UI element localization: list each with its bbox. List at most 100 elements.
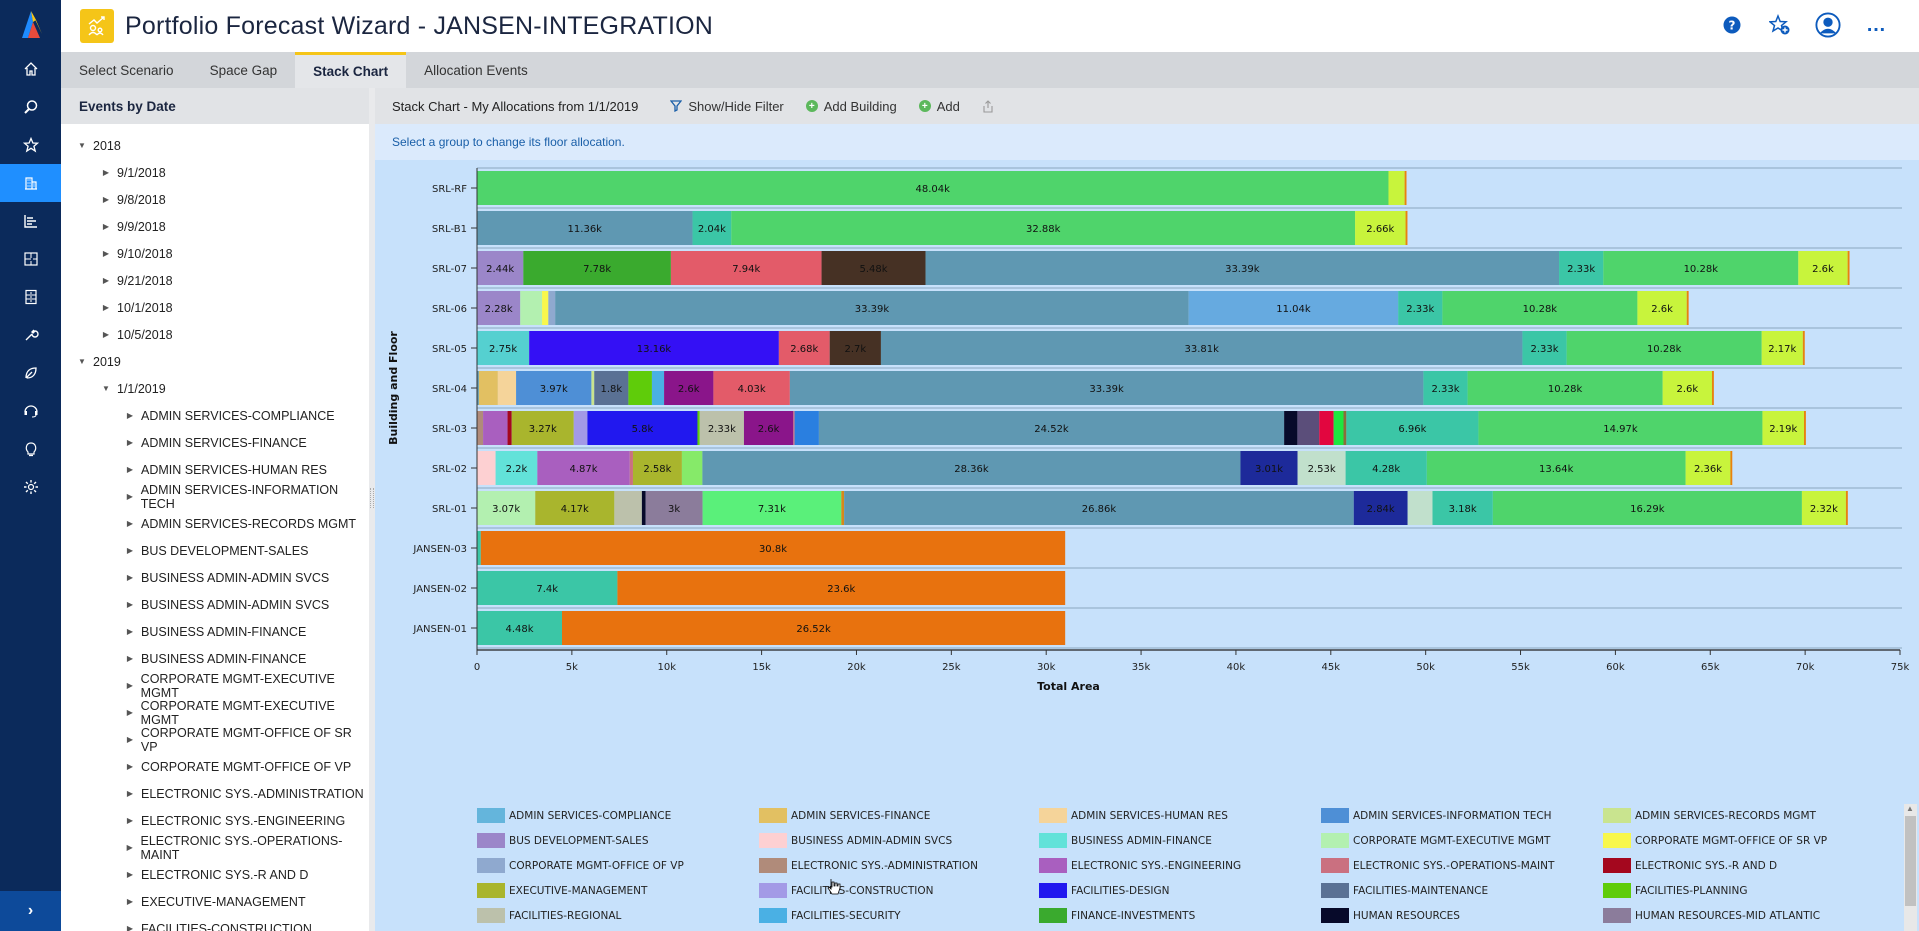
tree-node[interactable]: ▼ 2018 [61,132,369,159]
bar-segment[interactable] [477,611,563,645]
bar-segment[interactable] [713,371,790,405]
bar-segment[interactable] [629,451,633,485]
bar-segment[interactable] [641,491,646,525]
show-hide-filter-button[interactable]: Show/Hide Filter [670,99,784,114]
add-favorite-button[interactable] [1767,12,1793,38]
bar-segment[interactable] [844,491,1354,525]
bar-segment[interactable] [587,411,698,445]
caret-right-icon[interactable]: ▶ [102,222,110,231]
bar-segment[interactable] [651,371,665,405]
bar-segment[interactable] [477,251,524,285]
add-button[interactable]: + Add [918,99,960,114]
tree-node[interactable]: ▶ 9/1/2018 [61,159,369,186]
caret-right-icon[interactable]: ▶ [102,195,110,204]
tree-node[interactable]: ▶ ADMIN SERVICES-HUMAN RES [61,456,369,483]
nav-item-lightbulb[interactable] [0,430,61,468]
help-button[interactable]: ? [1719,12,1745,38]
bar-segment[interactable] [1492,491,1802,525]
bar-segment[interactable] [664,371,714,405]
bar-segment[interactable] [555,291,1189,325]
legend-item[interactable]: FINANCE-INVESTMENTS [1039,908,1195,923]
bar-segment[interactable] [477,291,521,325]
caret-right-icon[interactable]: ▶ [126,573,134,582]
bar-segment[interactable] [520,291,543,325]
bar-segment[interactable] [1467,371,1663,405]
nav-item-search[interactable] [0,88,61,126]
bar-segment[interactable] [731,211,1356,245]
bar-segment[interactable] [542,291,549,325]
bar-segment[interactable] [1353,491,1408,525]
legend-item[interactable]: EXECUTIVE-MANAGEMENT [477,883,647,898]
bar-segment[interactable] [1801,491,1846,525]
tree-node[interactable]: ▶ ELECTRONIC SYS.-R AND D [61,861,369,888]
nav-item-cabinet[interactable] [0,278,61,316]
legend-item[interactable]: FACILITIES-REGIONAL [477,908,621,923]
tree-node[interactable]: ▶ BUSINESS ADMIN-FINANCE [61,645,369,672]
caret-right-icon[interactable]: ▶ [126,924,134,931]
bar-segment[interactable] [1478,411,1763,445]
legend-item[interactable]: BUSINESS ADMIN-ADMIN SVCS [759,833,952,848]
legend-item[interactable]: BUS DEVELOPMENT-SALES [477,833,648,848]
scroll-up-icon[interactable]: ▲ [1906,804,1914,813]
legend-item[interactable]: ADMIN SERVICES-RECORDS MGMT [1603,808,1816,823]
bar-segment[interactable] [516,371,592,405]
bar-segment[interactable] [818,411,1285,445]
bar-segment[interactable] [632,451,682,485]
nav-item-bar-chart[interactable] [0,202,61,240]
tree-node[interactable]: ▶ ELECTRONIC SYS.-ENGINEERING [61,807,369,834]
tree-node[interactable]: ▶ 9/8/2018 [61,186,369,213]
bar-segment[interactable] [1405,211,1408,245]
bar-segment[interactable] [617,571,1066,605]
tree-node[interactable]: ▶ 9/9/2018 [61,213,369,240]
legend-item[interactable]: ADMIN SERVICES-HUMAN RES [1039,808,1228,823]
bar-segment[interactable] [1559,251,1604,285]
caret-right-icon[interactable]: ▶ [126,897,134,906]
add-building-button[interactable]: + Add Building [805,99,897,114]
bar-segment[interactable] [743,411,794,445]
caret-right-icon[interactable]: ▶ [126,708,133,717]
caret-down-icon[interactable]: ▼ [102,384,110,393]
bar-segment[interactable] [477,371,479,405]
tab-allocation-events[interactable]: Allocation Events [424,62,528,78]
caret-right-icon[interactable]: ▶ [102,330,110,339]
caret-right-icon[interactable]: ▶ [126,600,134,609]
tree-node[interactable]: ▶ ADMIN SERVICES-INFORMATION TECH [61,483,369,511]
bar-segment[interactable] [1711,371,1714,405]
bar-segment[interactable] [1355,211,1406,245]
tab-stack-chart[interactable]: Stack Chart [295,52,407,88]
bar-segment[interactable] [1423,371,1468,405]
legend-item[interactable]: FACILITIES-DESIGN [1039,883,1170,898]
tree-node[interactable]: ▶ 10/1/2018 [61,294,369,321]
bar-segment[interactable] [1432,491,1493,525]
bar-segment[interactable] [702,451,1241,485]
legend-item[interactable]: CORPORATE MGMT-OFFICE OF SR VP [1603,833,1827,848]
bar-segment[interactable] [1284,411,1298,445]
bar-segment[interactable] [1240,451,1298,485]
caret-right-icon[interactable]: ▶ [126,789,134,798]
bar-segment[interactable] [477,171,1389,205]
tree-node[interactable]: ▼ 2019 [61,348,369,375]
caret-right-icon[interactable]: ▶ [126,519,134,528]
user-profile-button[interactable] [1815,12,1841,38]
bar-segment[interactable] [497,371,517,405]
bar-segment[interactable] [507,411,512,445]
tree-node[interactable]: ▶ 9/21/2018 [61,267,369,294]
caret-right-icon[interactable]: ▶ [126,546,134,555]
bar-segment[interactable] [925,251,1560,285]
caret-right-icon[interactable]: ▶ [126,735,134,744]
bar-segment[interactable] [495,451,538,485]
caret-right-icon[interactable]: ▶ [102,276,110,285]
legend-item[interactable]: ELECTRONIC SYS.-ADMINISTRATION [759,858,978,873]
tree-node[interactable]: ▶ 10/5/2018 [61,321,369,348]
bar-segment[interactable] [670,251,822,285]
bar-segment[interactable] [477,491,536,525]
legend-item[interactable]: HUMAN RESOURCES-MID ATLANTIC [1603,908,1820,923]
tree-node[interactable]: ▶ FACILITIES-CONSTRUCTION [61,915,369,931]
legend-scrollbar[interactable]: ▲ ▼ [1904,804,1917,931]
tree-node[interactable]: ▶ 9/10/2018 [61,240,369,267]
bar-segment[interactable] [591,371,595,405]
bar-segment[interactable] [697,411,700,445]
bar-segment[interactable] [1603,251,1799,285]
nav-item-wrench[interactable] [0,316,61,354]
tree-node[interactable]: ▶ BUSINESS ADMIN-ADMIN SVCS [61,564,369,591]
